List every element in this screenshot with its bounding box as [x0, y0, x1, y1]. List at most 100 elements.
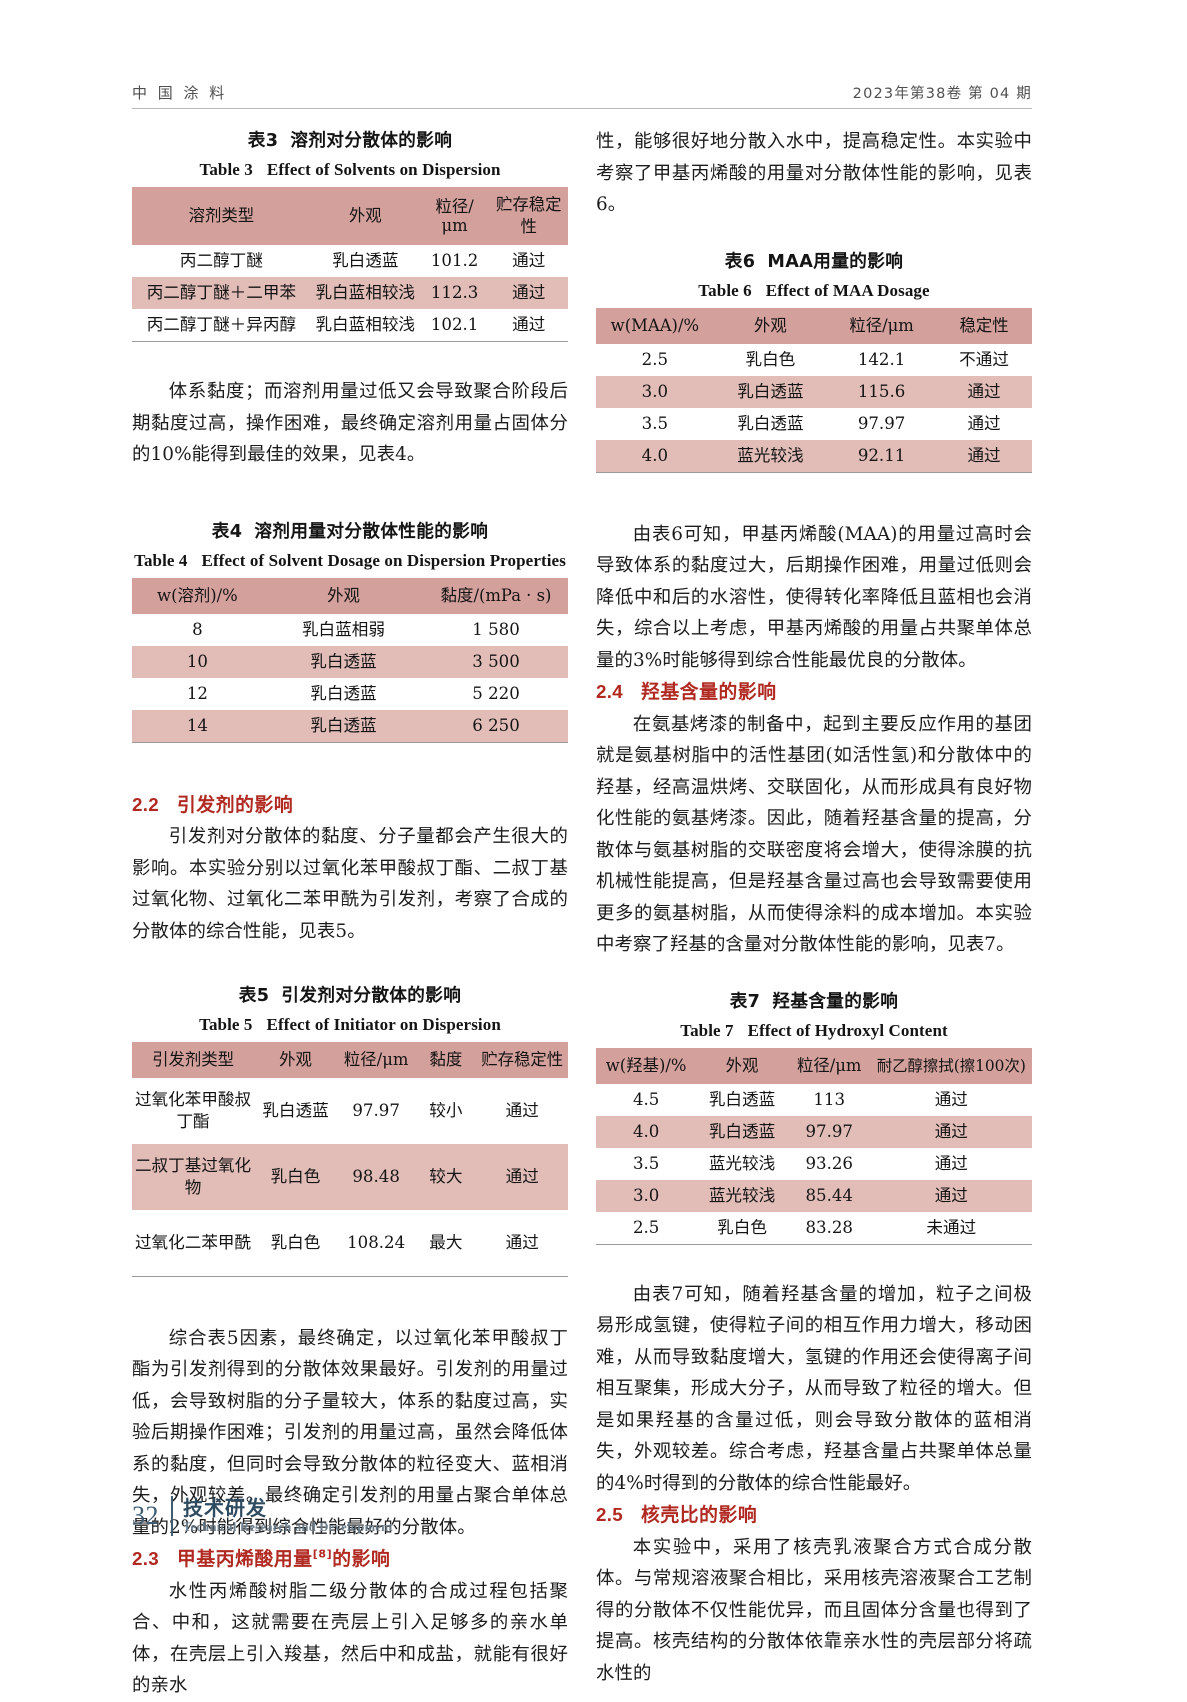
table-row: 12 乳白透蓝 5 220 — [132, 677, 568, 710]
table-cell: 8 — [132, 613, 263, 646]
table-3-header-unit-bottom: μm — [441, 216, 468, 235]
table-5-title-en: Effect of Initiator on Dispersion — [266, 1015, 501, 1034]
table-cell: 97.97 — [787, 1115, 871, 1148]
table-cell: 蓝光较浅 — [696, 1179, 788, 1212]
table-4-caption-en: Table 4 Effect of Solvent Dosage on Dispe… — [132, 547, 568, 575]
table-3-title-cn: 溶剂对分散体的影响 — [290, 131, 453, 151]
table-cell: 97.97 — [827, 407, 937, 440]
table-cell: 乳白色 — [254, 1210, 337, 1277]
table-7-label-cn: 表7 — [729, 991, 761, 1012]
table-6-header-cell: 粒径/μm — [827, 307, 937, 344]
table-cell: 乳白色 — [254, 1144, 337, 1210]
table-row: 2.5 乳白色 83.28 未通过 — [596, 1211, 1032, 1245]
right-column-top-paragraph: 性，能够很好地分散入水中，提高稳定性。本实验中考察了甲基丙烯酸的用量对分散体性能… — [596, 131, 1032, 215]
section-2-3-title-tail: 的影响 — [332, 1549, 391, 1570]
paragraph-after-table-5: 综合表5因素，最终确定，以过氧化苯甲酸叔丁酯为引发剂得到的分散体效果最好。引发剂… — [132, 1327, 568, 1538]
table-cell: 通过 — [489, 245, 568, 277]
table-cell: 通过 — [489, 277, 568, 309]
issue-info: 2023年第38卷 第 04 期 — [852, 86, 1032, 102]
table-7-title-cn: 羟基含量的影响 — [772, 991, 899, 1012]
table-cell: 丙二醇丁醚＋异丙醇 — [132, 309, 311, 342]
footer-section-en: Technical Research and Development — [183, 1520, 393, 1534]
table-cell: 不通过 — [936, 343, 1032, 376]
table-row: 4.5 乳白透蓝 113 通过 — [596, 1083, 1032, 1116]
section-2-5-paragraph: 本实验中，采用了核壳乳液聚合方式合成分散体。与常规溶液聚合相比，采用核壳溶液聚合… — [596, 1536, 1032, 1684]
table-cell: 3.5 — [596, 407, 714, 440]
table-6-label-cn: 表6 — [724, 251, 756, 272]
table-cell: 93.26 — [787, 1147, 871, 1180]
table-cell: 乳白透蓝 — [713, 407, 828, 440]
section-2-3-paragraph: 水性丙烯酸树脂二级分散体的合成过程包括聚合、中和，这就需要在壳层上引入足够多的亲… — [132, 1580, 568, 1697]
table-4-title-en: Effect of Solvent Dosage on Dispersion P… — [201, 550, 566, 570]
table-cell: 92.11 — [827, 439, 937, 473]
table-5-caption-cn: 表5 引发剂对分散体的影响 — [132, 981, 568, 1011]
table-cell: 4.0 — [596, 1115, 697, 1148]
table-3-title-en: Effect of Solvents on Dispersion — [266, 160, 501, 179]
journal-page: 中 国 涂 料 2023年第38卷 第 04 期 表3 溶剂对分散体的影响 Tab… — [132, 82, 1032, 1696]
table-cell: 102.1 — [419, 309, 490, 342]
table-3: 溶剂类型 外观 粒径/μm 贮存稳定性 丙二醇丁醚 乳白透蓝 101.2 通过 — [132, 187, 568, 342]
table-cell: 通过 — [476, 1144, 568, 1210]
table-cell: 丙二醇丁醚＋二甲苯 — [132, 277, 311, 309]
footer-divider — [171, 1496, 173, 1536]
header-divider — [132, 108, 1032, 109]
table-cell: 过氧化二苯甲酰 — [132, 1210, 255, 1277]
table-cell: 1 580 — [424, 613, 568, 646]
table-cell: 3.0 — [596, 375, 714, 408]
table-row: w(溶剂)/% 外观 黏度/(mPa · s) — [132, 577, 568, 614]
table-row: 过氧化苯甲酸叔丁酯 乳白透蓝 97.97 较小 通过 — [132, 1078, 568, 1144]
table-5-block: 表5 引发剂对分散体的影响 Table 5 Effect of Initiator … — [132, 981, 568, 1277]
table-row: 丙二醇丁醚＋二甲苯 乳白蓝相较浅 112.3 通过 — [132, 277, 568, 309]
table-cell: 乳白色 — [696, 1211, 788, 1245]
table-6-header-cell: 稳定性 — [936, 307, 1032, 344]
table-row: 3.0 蓝光较浅 85.44 通过 — [596, 1179, 1032, 1212]
table-row: w(MAA)/% 外观 粒径/μm 稳定性 — [596, 307, 1032, 344]
table-cell: 113 — [787, 1083, 871, 1116]
table-cell: 5 220 — [424, 677, 568, 710]
section-2-5-title: 核壳比的影响 — [641, 1505, 758, 1526]
table-row: 14 乳白透蓝 6 250 — [132, 709, 568, 743]
table-3-header-cell: 外观 — [310, 187, 420, 245]
table-cell: 97.97 — [336, 1078, 416, 1144]
table-cell: 2.5 — [596, 1211, 697, 1245]
table-cell: 乳白蓝相较浅 — [310, 277, 420, 309]
table-row: 过氧化二苯甲酰 乳白色 108.24 最大 通过 — [132, 1210, 568, 1277]
table-cell: 通过 — [870, 1115, 1032, 1148]
paragraph-after-table-3: 体系黏度；而溶剂用量过低又会导致聚合阶段后期黏度过高，操作困难，最终确定溶剂用量… — [132, 381, 568, 465]
table-cell: 乳白透蓝 — [262, 677, 425, 710]
table-cell: 10 — [132, 645, 263, 678]
table-5-title-cn: 引发剂对分散体的影响 — [281, 986, 462, 1006]
footer-section-label: 技术研发 Technical Research and Development — [183, 1497, 393, 1535]
section-2-2-title: 引发剂的影响 — [177, 794, 294, 816]
table-7-title-en: Effect of Hydroxyl Content — [747, 1020, 948, 1040]
table-5-header-cell: 贮存稳定性 — [476, 1042, 568, 1078]
table-5-label-cn: 表5 — [238, 986, 270, 1006]
table-cell: 通过 — [489, 309, 568, 342]
table-3-header-unit-top: 粒径/ — [435, 197, 474, 216]
table-cell: 101.2 — [419, 245, 490, 277]
table-4-header-cell: 外观 — [262, 577, 425, 614]
table-row: 3.5 蓝光较浅 93.26 通过 — [596, 1147, 1032, 1180]
table-cell: 蓝光较浅 — [696, 1147, 788, 1180]
journal-name: 中 国 涂 料 — [132, 84, 228, 102]
table-7-header-cell: 粒径/μm — [787, 1047, 871, 1084]
running-head: 中 国 涂 料 2023年第38卷 第 04 期 — [132, 82, 1032, 103]
table-cell: 较小 — [415, 1078, 477, 1144]
table-6-caption-cn: 表6 MAA用量的影响 — [596, 247, 1032, 277]
table-3-label-cn: 表3 — [247, 131, 279, 151]
table-7-label-en: Table 7 — [680, 1020, 734, 1040]
table-cell: 通过 — [870, 1083, 1032, 1116]
table-cell: 最大 — [415, 1210, 477, 1277]
table-cell: 乳白色 — [713, 343, 828, 376]
footer-section-cn: 技术研发 — [183, 1496, 267, 1520]
table-row: 3.5 乳白透蓝 97.97 通过 — [596, 407, 1032, 440]
table-cell: 3.0 — [596, 1179, 697, 1212]
table-row: 引发剂类型 外观 粒径/μm 黏度 贮存稳定性 — [132, 1042, 568, 1078]
table-cell: 通过 — [870, 1179, 1032, 1212]
table-cell: 108.24 — [336, 1210, 416, 1277]
section-2-5-number: 2.5 — [596, 1504, 624, 1525]
table-4-block: 表4 溶剂用量对分散体性能的影响 Table 4 Effect of Solvent… — [132, 517, 568, 743]
table-cell: 3 500 — [424, 645, 568, 678]
table-7-header-cell: w(羟基)/% — [596, 1047, 697, 1084]
table-row: 溶剂类型 外观 粒径/μm 贮存稳定性 — [132, 187, 568, 245]
